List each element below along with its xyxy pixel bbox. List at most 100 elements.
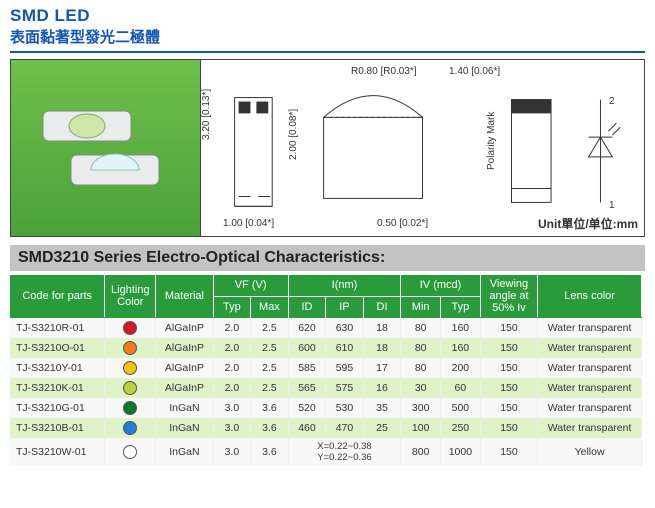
- cell: 2.5: [251, 318, 289, 339]
- cell: 2.5: [251, 358, 289, 378]
- figure-box: R0.80 [R0.03*] 1.40 [0.06*] 3.20 [0.13*]…: [10, 59, 645, 237]
- table-row: TJ-S3210K-01AlGaInP2.02.5565575163060150…: [10, 378, 642, 398]
- cell: AlGaInP: [156, 338, 213, 358]
- cell: 585: [288, 358, 326, 378]
- cell: 520: [288, 398, 326, 418]
- hdr-wl: I(nm): [288, 275, 401, 296]
- title-en: SMD LED: [10, 6, 645, 26]
- cell: TJ-S3210W-01: [10, 438, 105, 466]
- cell: Water transparent: [538, 358, 642, 378]
- section-title: SMD3210 Series Electro-Optical Character…: [10, 245, 645, 271]
- color-swatch-cell: [105, 358, 156, 378]
- cell: 160: [441, 338, 481, 358]
- hdr-wl-ip: IP: [326, 296, 364, 317]
- cell: 150: [480, 378, 537, 398]
- cell: TJ-S3210G-01: [10, 398, 105, 418]
- cell: 35: [363, 398, 401, 418]
- hdr-iv-min: Min: [401, 296, 441, 317]
- cell: 2.5: [251, 378, 289, 398]
- hdr-wl-id: ID: [288, 296, 326, 317]
- color-swatch-cell: [105, 418, 156, 438]
- cell: 80: [401, 338, 441, 358]
- cell: TJ-S3210K-01: [10, 378, 105, 398]
- cell: 2.5: [251, 338, 289, 358]
- cell: 470: [326, 418, 364, 438]
- cell: 610: [326, 338, 364, 358]
- cell: 630: [326, 318, 364, 339]
- table-row: TJ-S3210G-01InGaN3.03.652053035300500150…: [10, 398, 642, 418]
- cell: 150: [480, 338, 537, 358]
- table-row: TJ-S3210B-01InGaN3.03.646047025100250150…: [10, 418, 642, 438]
- cell: TJ-S3210O-01: [10, 338, 105, 358]
- color-swatch: [123, 381, 137, 395]
- dimension-drawing: R0.80 [R0.03*] 1.40 [0.06*] 3.20 [0.13*]…: [201, 60, 644, 236]
- cell: 500: [441, 398, 481, 418]
- cell: 530: [326, 398, 364, 418]
- cell: 2.0: [213, 358, 251, 378]
- dim-h-front: 2.00 [0.08*]: [288, 109, 299, 160]
- hdr-code: Code for parts: [10, 275, 105, 318]
- hdr-iv-typ: Typ: [441, 296, 481, 317]
- cell: Water transparent: [538, 418, 642, 438]
- cell: 150: [480, 398, 537, 418]
- cell: Water transparent: [538, 318, 642, 339]
- cell: 150: [480, 438, 537, 466]
- table-row: TJ-S3210W-01InGaN3.03.6X=0.22~0.38 Y=0.2…: [10, 438, 642, 466]
- hdr-vf-max: Max: [251, 296, 289, 317]
- hdr-wl-di: DI: [363, 296, 401, 317]
- color-swatch-cell: [105, 338, 156, 358]
- color-swatch-cell: [105, 438, 156, 466]
- cell: TJ-S3210B-01: [10, 418, 105, 438]
- cell: 3.6: [251, 418, 289, 438]
- cell: TJ-S3210Y-01: [10, 358, 105, 378]
- hdr-material: Material: [156, 275, 213, 318]
- cell: 575: [326, 378, 364, 398]
- cell: AlGaInP: [156, 358, 213, 378]
- spec-table: Code for parts Lighting Color Material V…: [10, 275, 642, 466]
- cell: 60: [441, 378, 481, 398]
- spec-body: TJ-S3210R-01AlGaInP2.02.5620630188016015…: [10, 318, 642, 467]
- unit-label: Unit單位/单位:mm: [538, 215, 638, 232]
- cell: 565: [288, 378, 326, 398]
- cell: 3.0: [213, 418, 251, 438]
- hdr-vf: VF (V): [213, 275, 288, 296]
- color-swatch-cell: [105, 378, 156, 398]
- cell: 30: [401, 378, 441, 398]
- spec-header: Code for parts Lighting Color Material V…: [10, 275, 642, 318]
- cell: 3.6: [251, 438, 289, 466]
- cell: 200: [441, 358, 481, 378]
- cell: InGaN: [156, 398, 213, 418]
- dim-pin2: 2: [609, 96, 615, 107]
- dim-w-top: 1.40 [0.06*]: [449, 66, 500, 77]
- title-zh: 表面黏著型發光二極體: [10, 26, 645, 47]
- dimension-svg: [201, 60, 644, 236]
- cell: TJ-S3210R-01: [10, 318, 105, 339]
- cell: 150: [480, 358, 537, 378]
- color-swatch-cell: [105, 398, 156, 418]
- color-swatch: [123, 341, 137, 355]
- color-swatch: [123, 421, 137, 435]
- table-row: TJ-S3210O-01AlGaInP2.02.5600610188016015…: [10, 338, 642, 358]
- color-swatch: [123, 361, 137, 375]
- cell: 18: [363, 318, 401, 339]
- cell: 150: [480, 418, 537, 438]
- cell: 16: [363, 378, 401, 398]
- cell: 600: [288, 338, 326, 358]
- product-photo-icon: [31, 93, 181, 203]
- cell: 1000: [441, 438, 481, 466]
- color-swatch-cell: [105, 318, 156, 339]
- dim-pin1: 1: [609, 200, 615, 211]
- cell: 620: [288, 318, 326, 339]
- cell: 250: [441, 418, 481, 438]
- dim-wbl: 1.00 [0.04*]: [223, 218, 274, 229]
- cell: InGaN: [156, 438, 213, 466]
- cell: AlGaInP: [156, 378, 213, 398]
- hdr-lens: Lens color: [538, 275, 642, 318]
- cell: Water transparent: [538, 338, 642, 358]
- color-swatch: [123, 401, 137, 415]
- cell: 80: [401, 358, 441, 378]
- color-swatch: [123, 321, 137, 335]
- cell: 17: [363, 358, 401, 378]
- color-swatch: [123, 445, 137, 459]
- cell: 150: [480, 318, 537, 339]
